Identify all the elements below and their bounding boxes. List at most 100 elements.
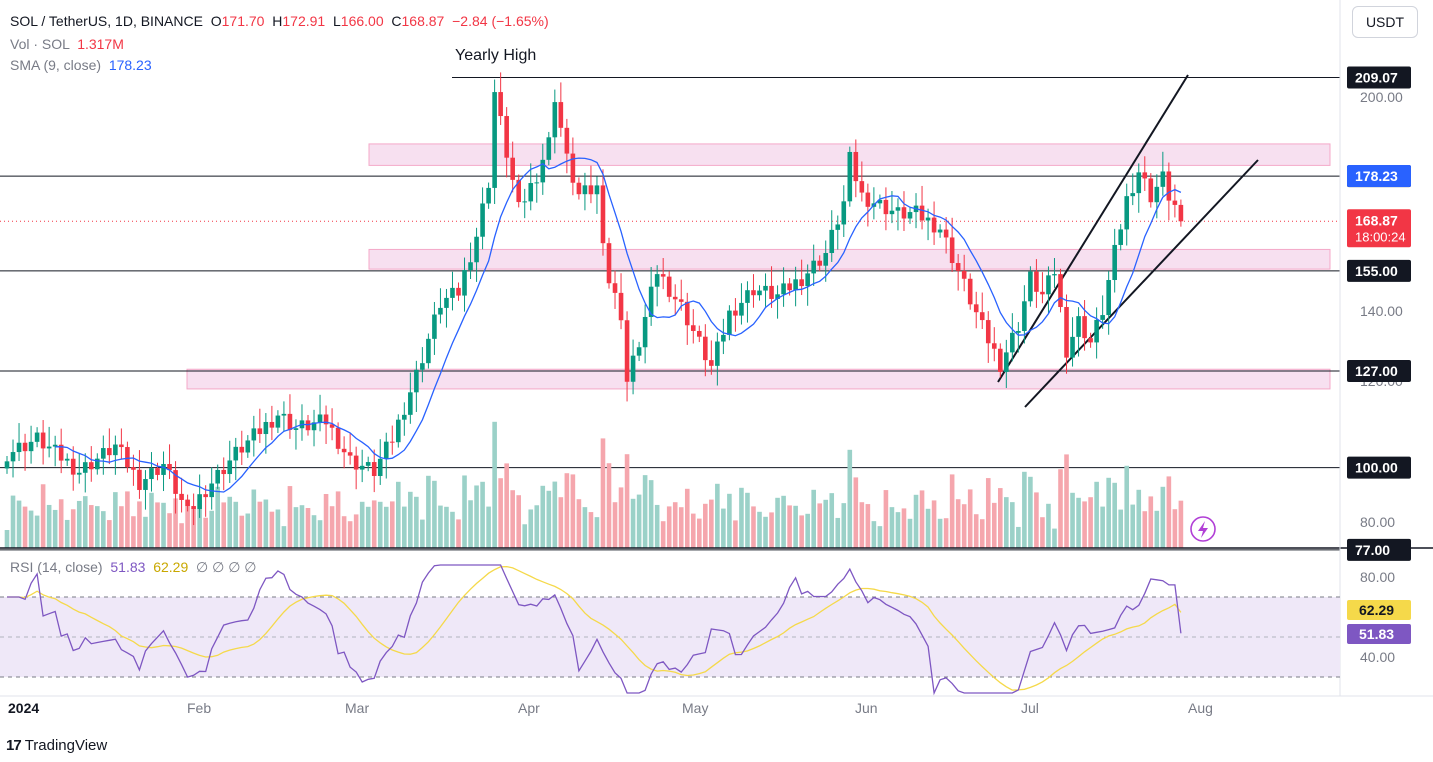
- rsi-ma-label-bg: [1347, 600, 1411, 620]
- volume-bar: [1046, 503, 1051, 548]
- volume-bar: [251, 489, 257, 548]
- volume-bar: [1070, 492, 1075, 548]
- price-axis-tick: 140.00: [1360, 303, 1403, 319]
- level-price-label-bg: [1347, 456, 1411, 479]
- candle-body: [1016, 330, 1021, 333]
- candle-body: [167, 464, 172, 471]
- volume-legend: Vol · SOL 1.317M: [10, 36, 124, 52]
- volume-bar: [456, 519, 461, 548]
- currency-button[interactable]: USDT: [1352, 6, 1418, 38]
- volume-bar: [143, 516, 148, 548]
- volume-bar: [919, 490, 925, 548]
- candle-body: [1064, 307, 1069, 358]
- volume-bar: [979, 519, 985, 548]
- candles: [4, 72, 1184, 526]
- volume-bar: [323, 494, 329, 548]
- candle-body: [1160, 171, 1166, 187]
- candle-body: [648, 286, 654, 317]
- volume-bar: [1004, 497, 1009, 548]
- candle-body: [426, 338, 431, 364]
- candle-body: [1052, 274, 1057, 276]
- sma-line: [55, 157, 1182, 493]
- candle-body: [311, 422, 317, 431]
- volume-bar: [383, 506, 389, 548]
- candle-body: [937, 229, 943, 233]
- volume-bar: [233, 501, 239, 548]
- candle-body: [841, 201, 847, 225]
- volume-bar: [137, 501, 142, 548]
- volume-bar: [4, 530, 10, 548]
- candle-body: [546, 137, 552, 160]
- volume-bar: [450, 511, 455, 548]
- candle-body: [684, 301, 690, 326]
- candle-body: [859, 181, 865, 193]
- candle-body: [757, 290, 762, 296]
- volume-bar: [546, 490, 552, 548]
- level-price-label-bg: [1347, 66, 1411, 89]
- volume-bar: [88, 505, 94, 548]
- volume-bar: [1022, 471, 1027, 548]
- tradingview-logo-icon: 17: [6, 737, 22, 754]
- candle-body: [943, 229, 949, 238]
- volume-bar: [52, 509, 58, 548]
- volume-bar: [1112, 482, 1117, 548]
- candle-body: [600, 185, 606, 244]
- volume-bar: [624, 454, 630, 548]
- volume-bar: [787, 505, 792, 548]
- volume-bar: [239, 515, 245, 548]
- tradingview-logo[interactable]: 17 TradingView: [6, 737, 107, 754]
- candle-body: [137, 469, 142, 490]
- volume-bar: [895, 512, 901, 548]
- candle-body: [522, 201, 528, 203]
- volume-bar: [781, 495, 786, 548]
- volume-bar: [311, 515, 317, 548]
- candle-body: [143, 479, 148, 490]
- candle-body: [293, 428, 299, 430]
- candle-body: [1178, 204, 1184, 222]
- candle-body: [895, 207, 901, 211]
- volume-bar: [82, 496, 88, 548]
- candle-body: [703, 336, 708, 361]
- candle-body: [925, 217, 931, 221]
- candle-body: [22, 442, 28, 452]
- volume-bar: [973, 514, 979, 548]
- rsi-axis-tick: 80.00: [1360, 569, 1395, 585]
- volume-bar: [600, 438, 606, 548]
- volume-bar: [528, 509, 534, 548]
- volume-bar: [1040, 517, 1045, 548]
- volume-bar: [769, 512, 774, 548]
- volume-bar: [414, 496, 419, 548]
- candle-body: [672, 296, 678, 300]
- volume-bar: [1064, 454, 1069, 548]
- candle-body: [365, 462, 371, 466]
- volume-bar: [149, 492, 154, 548]
- volume-bar: [46, 504, 52, 548]
- candle-body: [474, 236, 479, 263]
- candle-body: [70, 458, 76, 475]
- candle-body: [456, 287, 461, 296]
- close-value: 168.87: [401, 13, 445, 29]
- candle-body: [727, 310, 732, 335]
- candle-body: [588, 185, 594, 195]
- candle-body: [408, 392, 413, 415]
- candle-body: [1088, 338, 1093, 343]
- candle-body: [480, 203, 485, 237]
- level-price-label: 100.00: [1355, 460, 1398, 476]
- candle-body: [173, 470, 178, 494]
- volume-bar: [113, 492, 118, 548]
- volume-bar: [630, 498, 636, 548]
- candle-body: [281, 413, 287, 416]
- candle-body: [341, 448, 347, 453]
- time-axis-label: Mar: [345, 700, 369, 716]
- candle-body: [660, 274, 666, 277]
- candle-body: [504, 116, 509, 158]
- sma-legend: SMA (9, close) 178.23: [10, 57, 152, 73]
- volume-bar: [64, 519, 70, 548]
- candle-body: [251, 428, 257, 441]
- candle-body: [444, 297, 449, 308]
- candle-body: [1172, 200, 1178, 205]
- volume-bar: [281, 526, 287, 548]
- rsi-ma-line: [7, 565, 1182, 691]
